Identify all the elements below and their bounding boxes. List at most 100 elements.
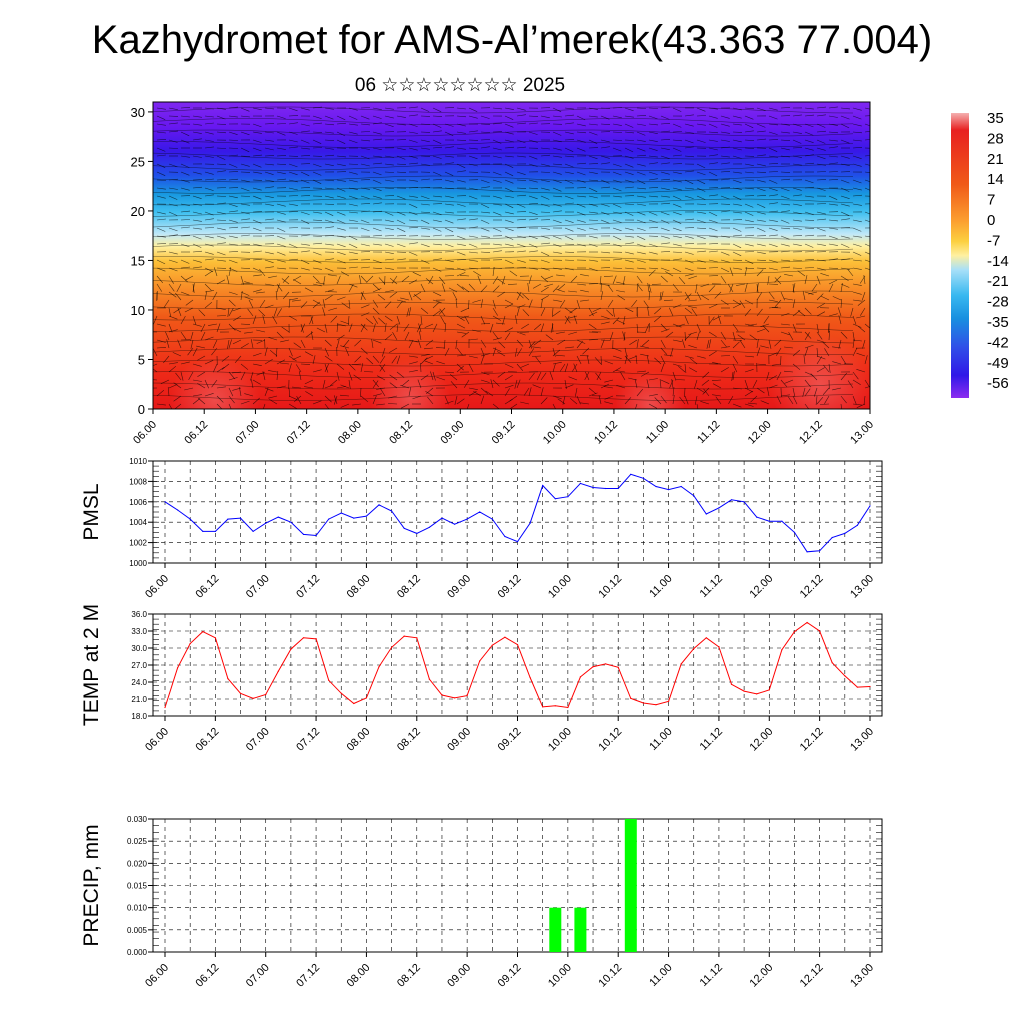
wind-barb — [228, 251, 239, 253]
wind-barb — [420, 307, 429, 314]
y-axis-title: PRECIP, mm — [80, 824, 103, 946]
wind-barb — [756, 267, 767, 269]
wind-barb — [768, 179, 778, 184]
wind-barb — [372, 395, 377, 405]
wind-barb — [852, 299, 862, 302]
wind-barb — [528, 275, 532, 285]
x-tick-label: 11.00 — [647, 726, 674, 753]
wind-barb — [636, 235, 646, 240]
wind-barb — [214, 267, 218, 277]
wind-barb — [792, 243, 802, 246]
wind-barb — [660, 147, 670, 150]
wind-barb — [588, 267, 598, 272]
wind-barb — [240, 371, 246, 381]
wind-barb — [732, 251, 742, 257]
wind-barb — [588, 259, 598, 262]
wind-barb — [477, 275, 482, 285]
wind-barb — [828, 162, 838, 165]
x-tick-label: 12.00 — [747, 962, 775, 990]
wind-barb — [516, 243, 526, 248]
wind-barb — [276, 123, 287, 125]
temp-point — [202, 631, 204, 633]
wind-barb — [720, 267, 730, 273]
wind-barb — [847, 268, 854, 277]
wind-barb — [404, 331, 410, 341]
wind-barb — [528, 243, 538, 248]
wind-barb — [564, 235, 574, 241]
contour-line — [153, 371, 854, 378]
wind-barb — [180, 371, 184, 381]
wind-barb — [259, 268, 266, 277]
wind-barb — [293, 342, 302, 349]
contour-line — [153, 106, 854, 114]
wind-barb — [701, 295, 710, 301]
wind-barb — [264, 387, 274, 392]
wind-barb — [660, 123, 671, 125]
wind-barb — [200, 331, 206, 341]
wind-barb — [461, 331, 470, 338]
wind-barb — [552, 349, 560, 357]
wind-barb — [804, 291, 814, 295]
temp-point — [466, 695, 468, 697]
wind-barb — [192, 283, 195, 293]
temp-point — [504, 636, 506, 638]
wind-barb — [372, 315, 378, 324]
wind-barb — [192, 186, 203, 189]
wind-barb — [564, 384, 574, 389]
wind-barb — [244, 393, 254, 397]
wind-barb — [300, 323, 304, 333]
wind-barb — [372, 107, 382, 110]
wind-barb — [420, 227, 430, 230]
x-tick-label: 10.00 — [546, 726, 574, 754]
y-tick-label: 0 — [138, 402, 145, 417]
wind-barb — [396, 139, 407, 141]
wind-barb — [240, 291, 243, 301]
wind-barb — [348, 266, 358, 269]
wind-barb — [304, 386, 314, 389]
wind-barb — [840, 115, 850, 120]
wind-barb — [714, 291, 722, 299]
wind-barb — [720, 195, 730, 200]
wind-barb — [516, 348, 522, 357]
y-tick-label: 0.020 — [127, 859, 148, 868]
wind-barb — [516, 146, 527, 149]
wind-barb — [288, 122, 298, 125]
wind-barb — [300, 363, 311, 365]
wind-barb — [696, 115, 707, 117]
wind-barb — [324, 203, 335, 205]
wind-barb — [564, 243, 575, 245]
wind-barb — [384, 267, 394, 270]
wind-barb — [504, 227, 514, 231]
wind-barb — [192, 195, 202, 199]
wind-barb — [324, 211, 334, 216]
wind-barb — [372, 195, 382, 199]
wind-barb — [744, 369, 754, 373]
wind-barb — [312, 275, 320, 283]
wind-barb — [612, 131, 623, 133]
wind-barb — [324, 395, 332, 403]
wind-barb — [708, 267, 719, 269]
wind-barb — [648, 171, 658, 175]
wind-barb — [190, 339, 194, 349]
wind-barb — [497, 351, 506, 357]
wind-barb — [252, 163, 262, 168]
pmsl-point — [680, 485, 682, 488]
wind-barb — [784, 346, 794, 349]
wind-barb — [552, 155, 562, 158]
wind-barb — [276, 359, 286, 365]
temp-point — [491, 644, 493, 646]
wind-barb — [660, 139, 671, 141]
wind-barb — [304, 351, 314, 357]
wind-barb — [720, 123, 730, 127]
wind-barb — [156, 227, 166, 232]
wind-barb — [156, 323, 166, 327]
wind-barb — [840, 267, 850, 270]
wind-barb — [360, 155, 370, 160]
wind-barb — [185, 299, 194, 306]
temp-point — [340, 692, 342, 694]
temp-point — [579, 676, 582, 678]
wind-barb — [312, 251, 322, 256]
wind-barb — [756, 179, 766, 183]
wind-barb — [268, 337, 278, 341]
wind-barb — [549, 371, 554, 381]
